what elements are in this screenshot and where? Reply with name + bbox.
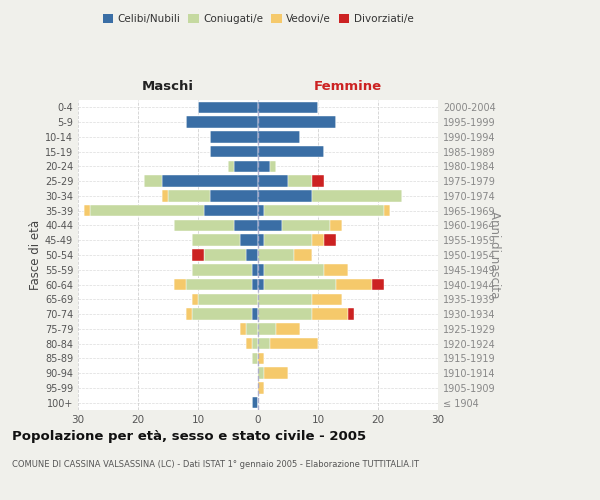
Bar (282, 220, 330, 231)
Bar (198, 294, 258, 305)
Bar (258, 368, 264, 379)
Bar (246, 323, 258, 334)
Bar (240, 234, 258, 246)
Bar (252, 352, 258, 364)
Bar (186, 279, 252, 290)
Bar (198, 102, 258, 113)
Bar (246, 249, 258, 261)
Bar (174, 279, 186, 290)
Bar (336, 279, 372, 290)
Bar (258, 190, 312, 202)
Text: Femmine: Femmine (314, 80, 382, 92)
Bar (192, 294, 198, 305)
Bar (270, 160, 276, 172)
Bar (258, 264, 264, 276)
Bar (90, 205, 204, 216)
Bar (192, 249, 204, 261)
Bar (330, 220, 342, 231)
Bar (312, 190, 402, 202)
Bar (252, 279, 258, 290)
Bar (204, 249, 246, 261)
Bar (258, 294, 312, 305)
Bar (252, 338, 258, 349)
Bar (264, 205, 384, 216)
Bar (192, 264, 252, 276)
Bar (228, 160, 234, 172)
Bar (258, 249, 294, 261)
Bar (258, 131, 300, 142)
Bar (258, 323, 276, 334)
Bar (264, 368, 288, 379)
Bar (234, 220, 258, 231)
Bar (288, 176, 312, 187)
Bar (192, 308, 252, 320)
Bar (264, 264, 324, 276)
Bar (186, 116, 258, 128)
Bar (162, 176, 258, 187)
Bar (264, 279, 336, 290)
Bar (186, 308, 192, 320)
Bar (144, 176, 162, 187)
Bar (240, 323, 246, 334)
Text: Popolazione per età, sesso e stato civile - 2005: Popolazione per età, sesso e stato civil… (12, 430, 366, 443)
Y-axis label: Fasce di età: Fasce di età (29, 220, 42, 290)
Bar (258, 382, 264, 394)
Bar (162, 190, 168, 202)
Bar (348, 308, 354, 320)
Bar (210, 190, 258, 202)
Bar (270, 338, 318, 349)
Bar (324, 264, 348, 276)
Bar (252, 397, 258, 408)
Bar (258, 116, 336, 128)
Text: COMUNE DI CASSINA VALSASSINA (LC) - Dati ISTAT 1° gennaio 2005 - Elaborazione TU: COMUNE DI CASSINA VALSASSINA (LC) - Dati… (12, 460, 419, 469)
Bar (258, 102, 318, 113)
Legend: Celibi/Nubili, Coniugati/e, Vedovi/e, Divorziati/e: Celibi/Nubili, Coniugati/e, Vedovi/e, Di… (98, 10, 418, 29)
Bar (312, 234, 324, 246)
Bar (294, 249, 312, 261)
Bar (210, 146, 258, 158)
Bar (210, 131, 258, 142)
Bar (204, 205, 258, 216)
Bar (312, 308, 348, 320)
Y-axis label: Anni di nascita: Anni di nascita (488, 212, 501, 298)
Bar (258, 146, 324, 158)
Bar (246, 338, 252, 349)
Bar (168, 190, 210, 202)
Bar (258, 205, 264, 216)
Bar (258, 279, 264, 290)
Bar (258, 338, 270, 349)
Bar (258, 234, 264, 246)
Bar (324, 234, 336, 246)
Bar (312, 176, 324, 187)
Bar (276, 323, 300, 334)
Bar (258, 308, 312, 320)
Bar (258, 160, 270, 172)
Bar (258, 176, 288, 187)
Bar (264, 234, 312, 246)
Bar (234, 160, 258, 172)
Bar (174, 220, 234, 231)
Bar (252, 308, 258, 320)
Bar (258, 220, 282, 231)
Bar (384, 205, 390, 216)
Bar (192, 234, 240, 246)
Bar (312, 294, 342, 305)
Bar (372, 279, 384, 290)
Bar (252, 264, 258, 276)
Text: Maschi: Maschi (142, 80, 194, 92)
Bar (84, 205, 90, 216)
Bar (258, 352, 264, 364)
